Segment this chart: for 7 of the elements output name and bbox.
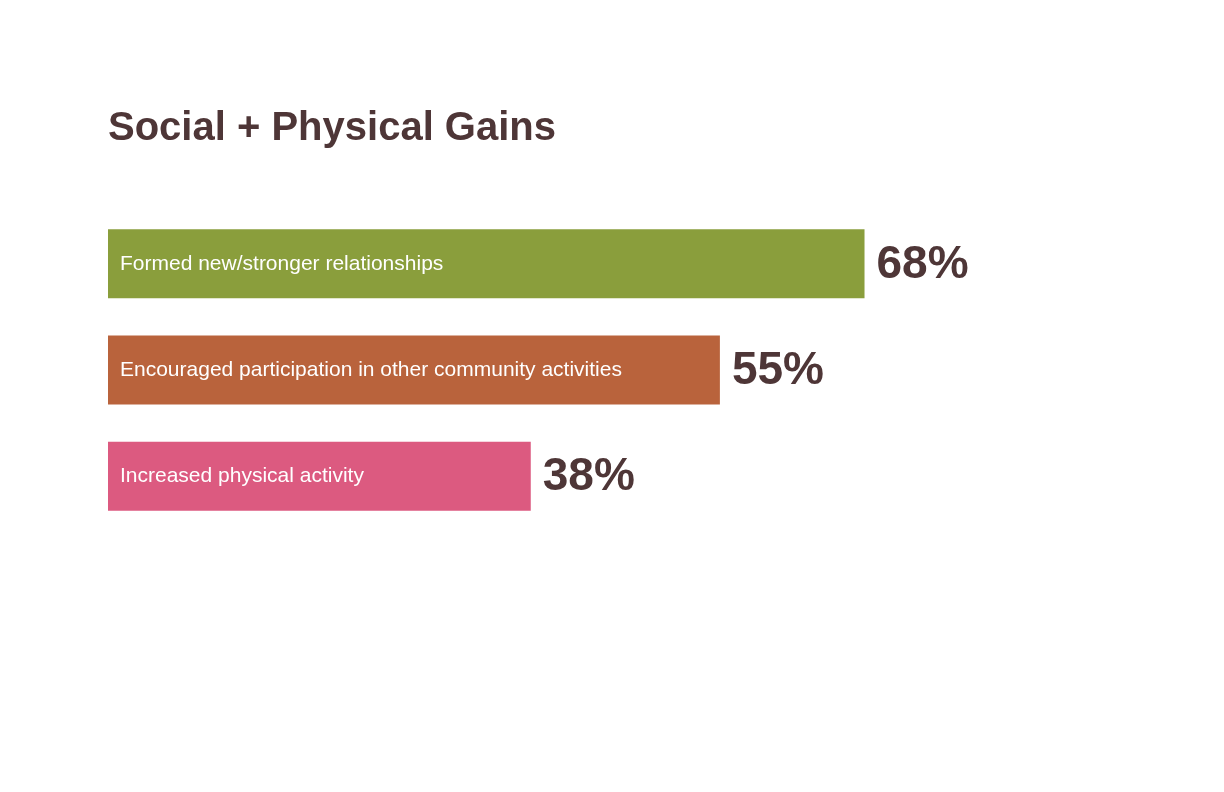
- y-tick-label: Encouraged participation in other community activities: [120, 357, 622, 380]
- y-tick-label: Formed new/stronger relationships: [120, 250, 444, 274]
- data-label: 55%: [731, 342, 824, 394]
- y-tick-label: Increased physical activity: [120, 463, 365, 487]
- data-label: 68%: [876, 235, 969, 288]
- chart-title: Social + Physical Gains: [108, 104, 557, 148]
- data-label: 38%: [542, 448, 635, 501]
